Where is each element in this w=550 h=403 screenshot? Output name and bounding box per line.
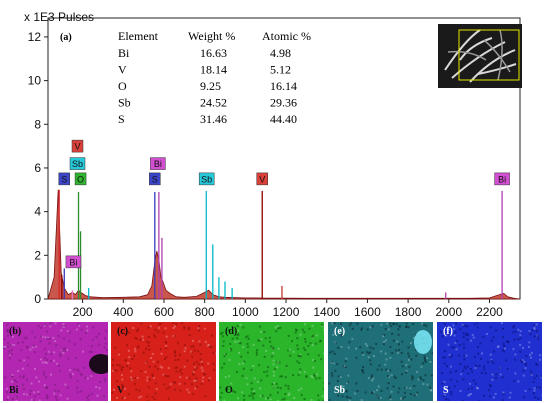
table-cell: O — [118, 79, 127, 93]
table-cell: Bi — [118, 46, 130, 60]
map-panel-label: (c) — [117, 326, 129, 337]
element-marker-o: O — [74, 172, 87, 186]
table-cell: 31.46 — [200, 112, 227, 126]
marker-box — [65, 255, 82, 269]
y-tick-label: 6 — [34, 161, 41, 175]
y-unit-label: x 1E3 Pulses — [24, 10, 94, 24]
map-panel-label: (d) — [225, 326, 238, 337]
map-image — [328, 322, 433, 401]
y-tick-label: 0 — [34, 292, 41, 306]
marker-box — [58, 172, 71, 186]
element-map-s: (f) S — [437, 322, 542, 401]
table-header: Element — [118, 29, 159, 43]
marker-box — [256, 172, 268, 186]
element-marker-s: S — [149, 172, 161, 186]
y-tick-label: 2 — [34, 248, 41, 262]
y-tick-label: 12 — [28, 30, 42, 44]
marker-label: Sb — [201, 174, 212, 184]
element-marker-v: V — [256, 172, 268, 186]
element-marker-s: S — [58, 172, 71, 186]
table-cell: 16.14 — [270, 79, 297, 93]
x-tick-label: 1800 — [395, 305, 422, 319]
panel-label-a: (a) — [60, 32, 72, 43]
x-tick-label: 2200 — [476, 305, 503, 319]
table-cell: 44.40 — [270, 112, 297, 126]
marker-label: Bi — [154, 159, 162, 169]
x-tick-label: 1400 — [313, 305, 340, 319]
map-element-label: Bi — [9, 385, 19, 396]
x-tick-label: 1200 — [273, 305, 300, 319]
table-cell: 5.12 — [270, 63, 291, 77]
map-image — [437, 322, 542, 401]
map-element-label: V — [117, 385, 125, 396]
marker-label: V — [259, 174, 265, 184]
y-tick-label: 4 — [34, 205, 41, 219]
x-tick-label: 800 — [195, 305, 215, 319]
x-tick-label: 1600 — [354, 305, 381, 319]
element-map-v: (c) V — [111, 322, 216, 401]
marker-box — [71, 139, 84, 153]
x-tick-label: 1000 — [232, 305, 259, 319]
marker-label: S — [152, 174, 158, 184]
composition-table: Element Weight % Atomic % Bi 16.63 4.98 V 18.14… — [118, 29, 311, 126]
table-cell: Sb — [118, 96, 131, 110]
y-tick-label: 8 — [34, 117, 41, 131]
sem-inset-image — [438, 24, 522, 88]
map-panel-label: (f) — [443, 326, 453, 337]
element-map-sb: (e) Sb — [328, 322, 433, 401]
marker-box — [494, 172, 510, 186]
map-element-label: O — [225, 385, 233, 396]
element-marker-sb: Sb — [69, 157, 86, 170]
marker-box — [149, 172, 161, 186]
map-image — [219, 322, 324, 401]
table-cell: V — [118, 63, 127, 77]
spectrum-series — [47, 189, 521, 300]
x-tick-label: 400 — [113, 305, 133, 319]
map-element-label: Sb — [334, 385, 346, 396]
y-tick-label: 10 — [28, 74, 42, 88]
map-element-label: S — [443, 385, 449, 396]
map-panel-label: (b) — [9, 326, 22, 337]
marker-box — [198, 172, 215, 186]
x-tick-label: 200 — [73, 305, 93, 319]
x-tick-label: 2000 — [435, 305, 462, 319]
marker-label: S — [61, 174, 67, 184]
marker-label: O — [77, 174, 84, 184]
edx-spectrum-chart: 0 2 4 6 8 10 12 200 400 600 800 1000 1200 1400 1600 180… — [24, 10, 522, 319]
element-marker-bi: Bi — [494, 172, 510, 186]
table-header: Atomic % — [262, 29, 311, 43]
marker-box — [150, 157, 166, 170]
table-cell: 16.63 — [200, 46, 227, 60]
table-cell: 24.52 — [200, 96, 227, 110]
element-map-o: (d) O — [219, 322, 324, 401]
table-cell: 18.14 — [200, 63, 227, 77]
table-cell: 29.36 — [270, 96, 297, 110]
marker-label: Bi — [498, 174, 506, 184]
table-header: Weight % — [188, 29, 235, 43]
marker-box — [69, 157, 86, 170]
marker-box — [74, 172, 87, 186]
marker-label: Bi — [69, 257, 77, 267]
element-marker-v: V — [71, 139, 84, 153]
element-marker-bi: Bi — [150, 157, 166, 170]
map-image — [111, 322, 216, 401]
element-marker-bi: Bi — [65, 255, 82, 269]
marker-label: V — [74, 142, 80, 152]
table-cell: 9.25 — [200, 79, 221, 93]
marker-label: Sb — [72, 159, 83, 169]
table-cell: 4.98 — [270, 46, 291, 60]
x-tick-label: 600 — [154, 305, 174, 319]
table-cell: S — [118, 112, 125, 126]
element-marker-sb: Sb — [198, 172, 215, 186]
element-map-bi: (b) Bi — [3, 322, 108, 401]
map-image — [3, 322, 108, 401]
map-panel-label: (e) — [334, 326, 346, 337]
